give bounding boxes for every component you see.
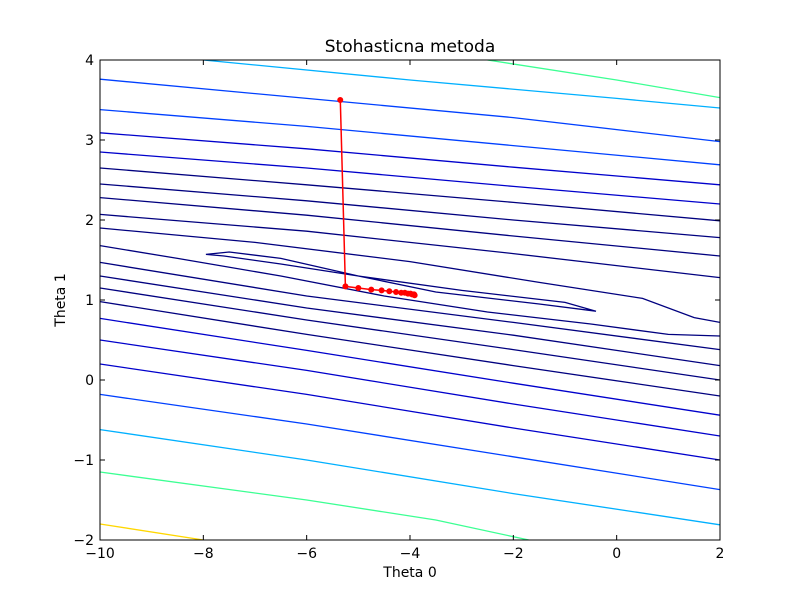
- y-tick-label: 1: [85, 293, 94, 309]
- contour-line: [100, 183, 720, 239]
- contour-line: [100, 428, 720, 526]
- contour-line: [487, 60, 720, 99]
- descent-path-point: [393, 289, 400, 295]
- contour-line: [100, 393, 720, 491]
- contour-line: [100, 244, 720, 337]
- descent-path-point: [342, 283, 349, 290]
- descent-path-point: [386, 288, 393, 295]
- x-axis-ticks: −10 −8 −6 −4 −2 0 2: [85, 60, 724, 562]
- contour-line: [205, 251, 597, 312]
- contour-line: [100, 261, 720, 351]
- contour-line: [100, 471, 529, 540]
- y-tick-label: 0: [85, 373, 94, 389]
- contour-line: [100, 78, 720, 143]
- y-tick-label: −2: [73, 533, 94, 549]
- contour-line: [100, 167, 720, 222]
- descent-path-point: [378, 287, 385, 294]
- contour-line: [100, 196, 720, 257]
- contour-line: [100, 287, 720, 381]
- x-tick-label: −2: [503, 546, 524, 562]
- descent-path-point: [411, 292, 418, 299]
- x-tick-label: −8: [193, 546, 214, 562]
- contour-line: [100, 275, 720, 367]
- x-tick-label: −6: [296, 546, 317, 562]
- contour-lines: [100, 60, 720, 540]
- descent-path-point: [368, 286, 375, 293]
- contour-line: [203, 60, 720, 109]
- x-tick-label: −4: [400, 546, 421, 562]
- x-tick-label: 2: [716, 546, 725, 562]
- y-tick-label: 2: [85, 213, 94, 229]
- descent-path-point: [355, 285, 362, 291]
- gradient-path: [337, 97, 418, 299]
- contour-line: [100, 363, 720, 461]
- contour-line: [100, 339, 720, 437]
- contour-line: [100, 317, 720, 416]
- contour-line: [100, 151, 720, 205]
- y-axis-label: Theta 1: [53, 273, 69, 327]
- chart-title: Stohasticna metoda: [325, 37, 496, 57]
- descent-path-point: [337, 97, 344, 103]
- y-tick-label: 3: [85, 133, 94, 149]
- contour-line: [100, 132, 720, 186]
- contour-line: [100, 300, 720, 397]
- x-tick-label: −10: [85, 546, 115, 562]
- y-tick-label: 4: [85, 53, 94, 69]
- y-axis-ticks: −2 −1 0 1 2 3 4: [73, 53, 720, 549]
- x-axis-label: Theta 0: [382, 565, 436, 581]
- contour-line: [100, 213, 720, 279]
- contour-line: [100, 227, 720, 324]
- contour-line: [100, 523, 204, 540]
- y-tick-label: −1: [73, 453, 94, 469]
- contour-line: [100, 108, 720, 166]
- x-tick-label: 0: [612, 546, 621, 562]
